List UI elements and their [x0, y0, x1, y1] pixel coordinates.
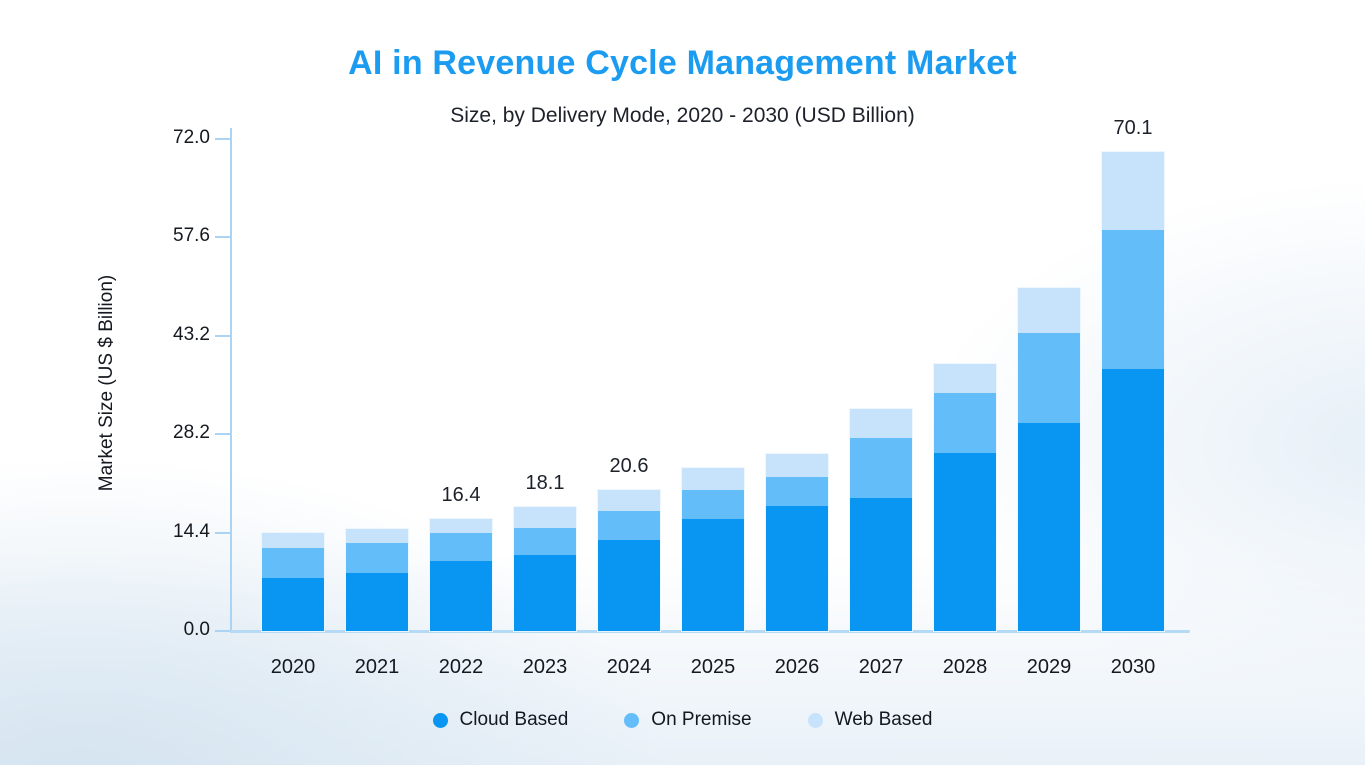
bar-segment-on-premise [598, 511, 660, 541]
x-axis-line [230, 630, 1190, 633]
chart-subtitle: Size, by Delivery Mode, 2020 - 2030 (USD… [450, 104, 915, 127]
y-tick-label: 43.2 [173, 323, 210, 345]
stacked-bar-2022 [429, 517, 493, 633]
bar-segment-on-premise [850, 437, 912, 498]
stacked-bar-2024 [597, 489, 661, 632]
bar-segment-web-based [934, 363, 996, 394]
bar-segment-web-based [346, 528, 408, 543]
x-axis-label-2030: 2030 [1110, 656, 1156, 678]
bar-segment-web-based [430, 518, 492, 533]
bar-segment-cloud-based [766, 506, 828, 631]
legend-dot-icon [624, 712, 640, 728]
y-tick-label: 0.0 [183, 619, 210, 640]
y-axis-line [230, 128, 232, 633]
bar-segment-on-premise [934, 393, 996, 453]
legend-label: On Premise [651, 709, 752, 730]
bar-segment-on-premise [1102, 229, 1164, 369]
y-axis-title: Market Size (US $ Billion) [96, 274, 117, 492]
stacked-bar-2020 [261, 531, 325, 633]
y-tick-mark [215, 433, 230, 436]
bar-segment-on-premise [1018, 333, 1080, 423]
bar-segment-cloud-based [1018, 422, 1080, 631]
bar-segment-cloud-based [430, 561, 492, 631]
bar-segment-cloud-based [514, 555, 576, 631]
bar-value-label: 18.1 [525, 472, 565, 495]
x-axis-label-2025: 2025 [690, 656, 736, 678]
bar-segment-web-based [514, 507, 576, 528]
stacked-bar-2025 [681, 466, 745, 633]
legend: Cloud Based On Premise Web Based [0, 709, 1365, 731]
y-tick-mark [215, 138, 230, 140]
bar-value-label: 70.1 [1113, 116, 1153, 139]
bar-segment-web-based [262, 532, 324, 549]
legend-dot-icon [432, 712, 448, 728]
bar-segment-cloud-based [262, 578, 324, 631]
x-axis-label-2027: 2027 [858, 656, 904, 678]
x-axis-label-2021: 2021 [354, 656, 400, 678]
legend-item-web-based: Web Based [807, 709, 933, 731]
bar-segment-cloud-based [1102, 368, 1164, 631]
x-axis-label-2029: 2029 [1026, 656, 1072, 678]
legend-label: Web Based [834, 709, 933, 730]
bar-segment-web-based [682, 467, 744, 491]
y-tick-mark [215, 630, 230, 632]
chart-title: AI in Revenue Cycle Management Market [348, 44, 1017, 82]
bar-segment-web-based [850, 408, 912, 438]
plot-area: 72.0 57.6 43.2 28.2 14.4 0.0 2020 2021 16.4 2022 1… [173, 117, 1190, 678]
bar-segment-on-premise [430, 532, 492, 562]
bar-segment-web-based [598, 490, 660, 512]
x-axis-label-2023: 2023 [522, 656, 568, 678]
y-tick-mark [215, 531, 230, 534]
stacked-bar-2021 [345, 527, 409, 633]
x-axis-label-2026: 2026 [774, 656, 820, 678]
legend-item-on-premise: On Premise [624, 709, 752, 731]
stacked-bar-2028 [933, 362, 997, 633]
stacked-bar-2029 [1017, 287, 1081, 632]
legend-item-cloud-based: Cloud Based [432, 709, 569, 731]
bar-segment-on-premise [682, 490, 744, 519]
bar-segment-cloud-based [934, 452, 996, 631]
bar-segment-on-premise [514, 527, 576, 556]
y-tick-label: 28.2 [173, 422, 210, 444]
bar-segment-web-based [1102, 152, 1164, 230]
bar-segment-cloud-based [598, 540, 660, 631]
legend-label: Cloud Based [459, 709, 569, 730]
bar-segment-cloud-based [346, 572, 408, 631]
x-axis-label-2024: 2024 [606, 656, 652, 678]
y-tick-mark [215, 236, 230, 239]
bar-segment-on-premise [346, 542, 408, 573]
y-tick-label: 57.6 [173, 225, 210, 247]
bar-segment-on-premise [262, 548, 324, 579]
bar-segment-cloud-based [850, 497, 912, 631]
y-tick-label: 14.4 [173, 520, 210, 542]
bar-segment-on-premise [766, 477, 828, 506]
y-tick-mark [215, 334, 230, 337]
bar-segment-cloud-based [682, 518, 744, 631]
y-tick-label: 72.0 [173, 127, 210, 148]
bar-segment-web-based [1018, 288, 1080, 334]
stacked-bar-2027 [849, 407, 913, 633]
stacked-bar-2030 [1101, 151, 1165, 632]
bar-segment-web-based [766, 454, 828, 478]
stacked-bar-2026 [765, 453, 829, 632]
bar-value-label: 16.4 [441, 483, 481, 506]
stacked-bar-2023 [513, 506, 577, 632]
x-axis-label-2022: 2022 [438, 656, 484, 678]
legend-dot-icon [807, 712, 823, 728]
x-axis-label-2028: 2028 [942, 656, 988, 678]
x-axis-label-2020: 2020 [270, 656, 316, 678]
bar-value-label: 20.6 [609, 455, 649, 478]
